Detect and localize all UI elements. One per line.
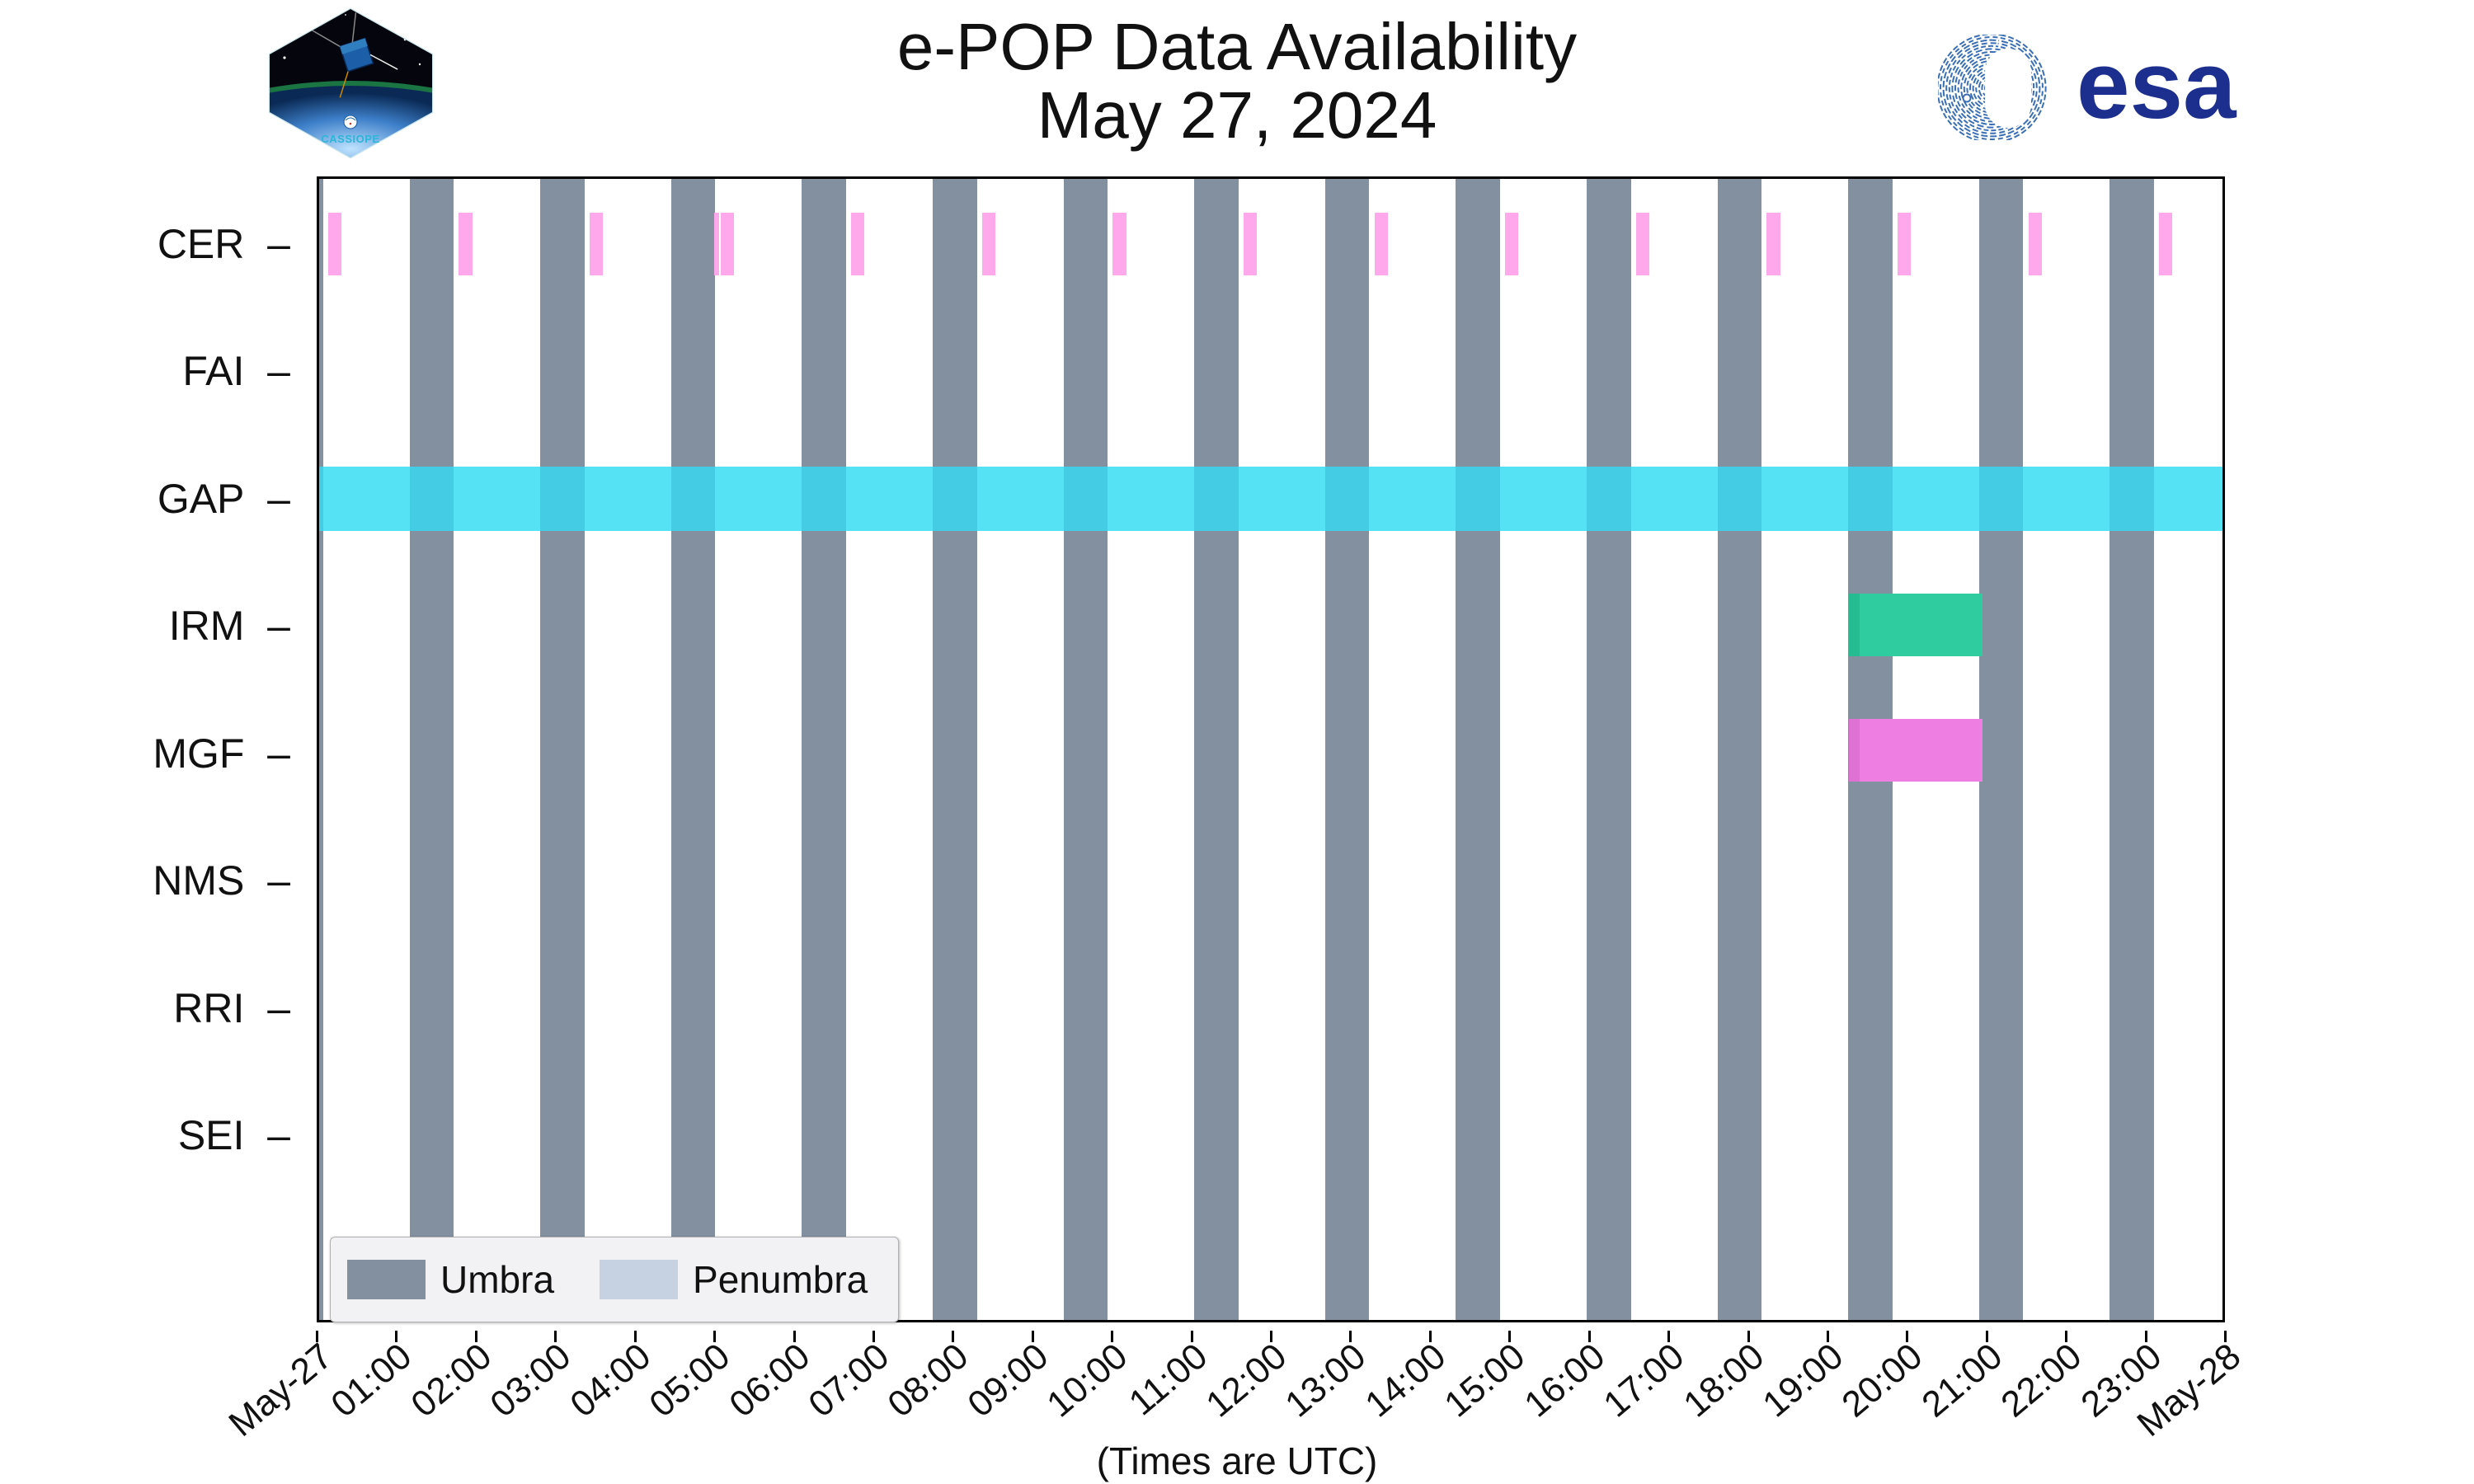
svg-text:esa: esa: [2077, 35, 2237, 139]
svg-text:CASSIOPE: CASSIOPE: [321, 133, 379, 145]
